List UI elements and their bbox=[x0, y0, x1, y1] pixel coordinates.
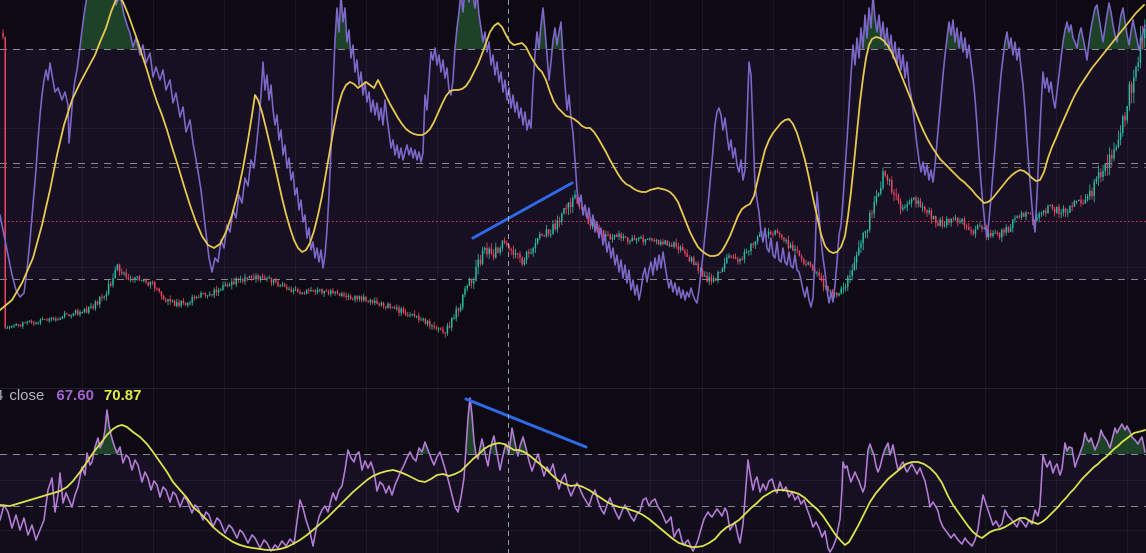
legend-source-label: close bbox=[9, 387, 45, 404]
legend-ma-value: 70.87 bbox=[103, 387, 142, 404]
legend-rsi-value: 67.60 bbox=[56, 387, 94, 404]
rsi-indicator-legend[interactable]: 4 close 67.60 70.87 bbox=[0, 386, 141, 406]
legend-cropped-fragment: 4 bbox=[0, 386, 3, 406]
